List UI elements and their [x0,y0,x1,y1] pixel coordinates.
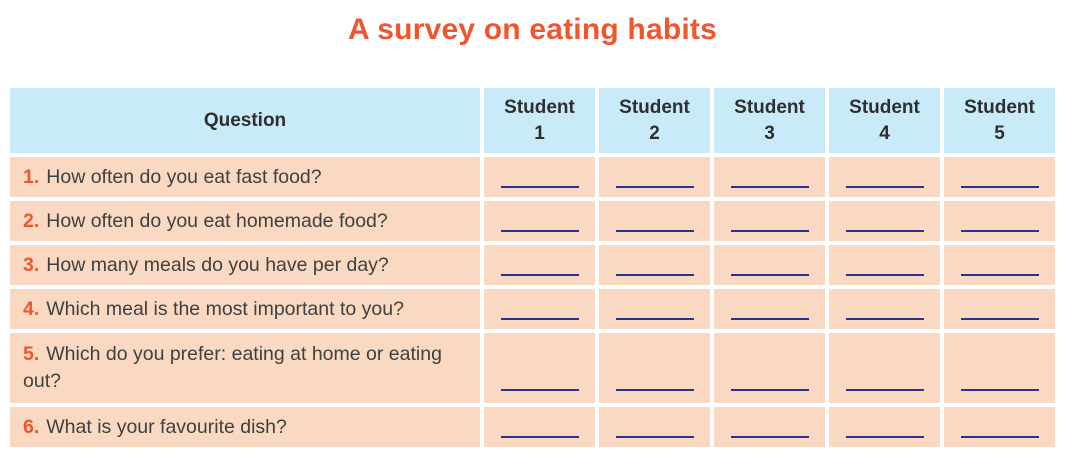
answer-blank[interactable] [960,436,1039,438]
answer-blank[interactable] [730,274,809,276]
answer-blank[interactable] [615,436,694,438]
answer-cell-r1-s3 [714,157,825,197]
answer-blank[interactable] [615,318,694,320]
answer-blank[interactable] [615,230,694,232]
answer-blank[interactable] [615,389,694,391]
answer-cell-r2-s5 [944,201,1055,241]
answer-blank[interactable] [730,318,809,320]
answer-cell-r1-s1 [484,157,595,197]
column-header-student-4: Student 4 [829,88,940,153]
answer-blank[interactable] [615,186,694,188]
answer-cell-r2-s3 [714,201,825,241]
question-cell-4: 4. Which meal is the most important to yo… [10,289,480,329]
question-number: 1. [23,165,40,188]
answer-cell-r6-s5 [944,407,1055,447]
answer-cell-r6-s1 [484,407,595,447]
answer-blank[interactable] [500,389,579,391]
answer-cell-r3-s1 [484,245,595,285]
column-header-student-5: Student 5 [944,88,1055,153]
question-number: 6. [23,415,40,438]
answer-cell-r4-s2 [599,289,710,329]
answer-blank[interactable] [845,318,924,320]
question-cell-1: 1. How often do you eat fast food? [10,157,480,197]
column-header-question: Question [10,88,480,153]
answer-cell-r5-s3 [714,333,825,403]
question-text: What is your favourite dish? [46,415,287,438]
answer-blank[interactable] [500,274,579,276]
question-number: 2. [23,209,40,232]
question-text: How often do you eat fast food? [46,165,322,188]
answer-blank[interactable] [500,436,579,438]
answer-cell-r4-s3 [714,289,825,329]
answer-blank[interactable] [960,318,1039,320]
question-cell-2: 2. How often do you eat homemade food? [10,201,480,241]
answer-blank[interactable] [730,436,809,438]
answer-blank[interactable] [845,274,924,276]
answer-blank[interactable] [500,186,579,188]
answer-blank[interactable] [730,186,809,188]
column-header-student-1: Student 1 [484,88,595,153]
answer-cell-r4-s4 [829,289,940,329]
answer-cell-r6-s3 [714,407,825,447]
answer-cell-r2-s4 [829,201,940,241]
answer-blank[interactable] [960,186,1039,188]
answer-blank[interactable] [845,230,924,232]
answer-cell-r6-s2 [599,407,710,447]
answer-cell-r5-s2 [599,333,710,403]
answer-cell-r5-s4 [829,333,940,403]
answer-blank[interactable] [730,230,809,232]
question-cell-5: 5. Which do you prefer: eating at home or… [10,333,480,403]
question-number: 4. [23,297,40,320]
column-header-student-2: Student 2 [599,88,710,153]
answer-cell-r2-s2 [599,201,710,241]
answer-cell-r3-s2 [599,245,710,285]
page-title: A survey on eating habits [348,13,717,46]
answer-cell-r1-s2 [599,157,710,197]
question-number: 3. [23,253,40,276]
question-cell-6: 6. What is your favourite dish? [10,407,480,447]
question-text: Which do you prefer: eating at home or e… [23,343,442,392]
answer-cell-r1-s4 [829,157,940,197]
answer-blank[interactable] [845,389,924,391]
answer-blank[interactable] [500,230,579,232]
question-text: How many meals do you have per day? [46,253,389,276]
answer-cell-r2-s1 [484,201,595,241]
answer-blank[interactable] [960,274,1039,276]
column-header-student-3: Student 3 [714,88,825,153]
answer-blank[interactable] [960,389,1039,391]
question-number: 5. [23,343,40,365]
answer-blank[interactable] [845,186,924,188]
answer-blank[interactable] [960,230,1039,232]
answer-blank[interactable] [730,389,809,391]
answer-blank[interactable] [615,274,694,276]
question-text: Which meal is the most important to you? [46,297,404,320]
answer-cell-r3-s3 [714,245,825,285]
question-text: How often do you eat homemade food? [46,209,388,232]
answer-cell-r5-s1 [484,333,595,403]
answer-cell-r5-s5 [944,333,1055,403]
answer-cell-r6-s4 [829,407,940,447]
answer-cell-r4-s5 [944,289,1055,329]
answer-blank[interactable] [845,436,924,438]
answer-blank[interactable] [500,318,579,320]
answer-cell-r4-s1 [484,289,595,329]
answer-cell-r1-s5 [944,157,1055,197]
answer-cell-r3-s5 [944,245,1055,285]
question-cell-3: 3. How many meals do you have per day? [10,245,480,285]
survey-table: Question Student 1 Student 2 Student 3 S… [10,88,1055,447]
answer-cell-r3-s4 [829,245,940,285]
